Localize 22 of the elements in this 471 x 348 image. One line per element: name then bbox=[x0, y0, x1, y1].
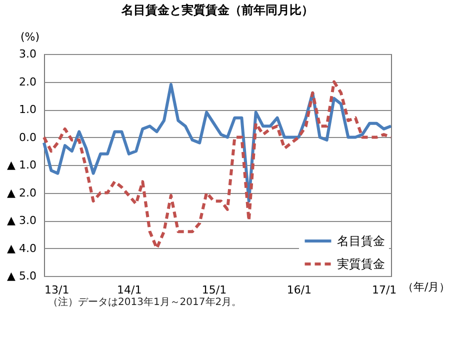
x-tick-label: 13/1 bbox=[44, 284, 70, 296]
y-tick-label: ▲ 5.0 bbox=[7, 270, 36, 282]
text: （注）データは2013年1月～2017年2月。 bbox=[48, 295, 471, 309]
legend-label: 名目賃金 bbox=[337, 234, 385, 248]
chart-title: 名目賃金と実質賃金（前年同月比） bbox=[120, 3, 314, 17]
x-tick-label: 14/1 bbox=[117, 284, 142, 296]
x-tick-label: 17/1 bbox=[372, 284, 397, 296]
y-tick-label: 1.0 bbox=[19, 103, 36, 116]
y-tick-label: 3.0 bbox=[19, 48, 36, 60]
line-series bbox=[42, 83, 392, 203]
y-axis-title: (%) bbox=[20, 30, 40, 44]
x-tick-label: 16/1 bbox=[286, 284, 312, 296]
line-series bbox=[42, 80, 392, 250]
y-tick-label: 2.0 bbox=[19, 75, 36, 88]
legend-label: 実質賃金 bbox=[337, 257, 385, 271]
y-tick-label: ▲ 4.0 bbox=[7, 242, 36, 255]
y-tick-label: ▲ 3.0 bbox=[7, 214, 36, 227]
y-tick-label: 0.0 bbox=[19, 130, 36, 144]
x-tick-label: 15/1 bbox=[202, 284, 227, 296]
y-tick-label: ▲ 1.0 bbox=[7, 158, 36, 172]
x-axis-title: （年/月） bbox=[402, 280, 450, 294]
y-tick-label: ▲ 2.0 bbox=[7, 186, 36, 200]
